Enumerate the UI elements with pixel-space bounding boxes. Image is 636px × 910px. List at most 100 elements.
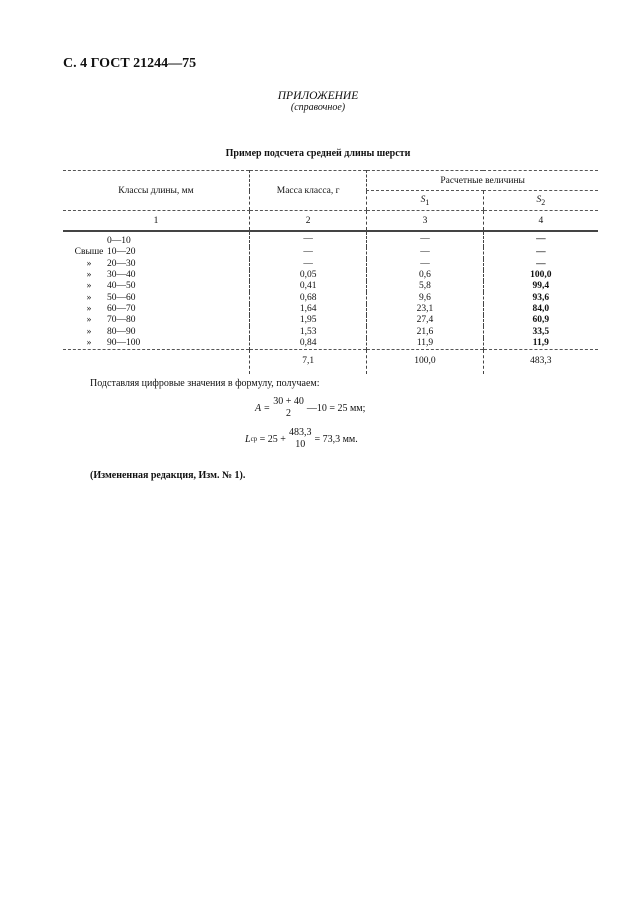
mass-cell: 0,05: [248, 269, 367, 282]
range: 20—30: [107, 258, 136, 269]
length-class-cell: » 20—30: [63, 259, 249, 270]
table-title: Пример подсчета средней длины шерсти: [225, 148, 411, 159]
table-header-row: Классы длины, мм Масса класса, г Расчетн…: [63, 170, 598, 211]
prefix: »: [86, 292, 92, 303]
s1-cell: 11,9: [366, 337, 484, 350]
s1-cell: 21,6: [366, 326, 484, 338]
mass-cell: 1,53: [248, 326, 367, 338]
prefix: »: [86, 258, 92, 269]
prefix: »: [86, 303, 92, 314]
table-row: 0—10 — — —: [63, 231, 598, 248]
length-class-cell: Свыше 10—20: [63, 247, 249, 258]
s2-subscript: 2: [541, 197, 546, 207]
length-class-cell: » 70—80: [63, 315, 249, 326]
mass-cell: 0,84: [248, 337, 367, 350]
totals-row: 7,1 100,0 483,3: [63, 349, 598, 374]
s1-cell: —: [366, 231, 484, 248]
length-class-cell: » 40—50: [63, 281, 249, 292]
header-length-class: Классы длины, мм: [63, 170, 250, 211]
intro-paragraph: Подставляя цифровые значения в формулу, …: [90, 378, 320, 389]
range: 30—40: [107, 270, 136, 281]
length-class-cell: » 80—90: [63, 326, 249, 337]
mass-cell: —: [248, 258, 367, 270]
prefix: »: [86, 281, 92, 292]
s2-cell: 100,0: [482, 269, 598, 282]
s1-symbol: S: [420, 194, 426, 205]
prefix: »: [86, 270, 92, 281]
s1-cell: 27,4: [366, 315, 484, 327]
length-class-cell: » 50—60: [63, 292, 249, 303]
prefix: »: [86, 315, 92, 326]
table-row: » 70—80 1,95 27,4 60,9: [63, 315, 598, 327]
range: 90—100: [107, 337, 141, 348]
appendix-subtitle: (справочное): [290, 102, 346, 113]
column-number-row: 1 2 3 4: [63, 210, 598, 231]
column-number: 4: [482, 210, 598, 231]
mass-cell: 0,68: [248, 292, 367, 304]
s1-subscript: 1: [425, 197, 430, 207]
header-s2: S2: [482, 190, 598, 211]
range: 0—10: [107, 236, 131, 247]
s1-cell: 5,8: [366, 281, 484, 293]
formula-l-lhs: L: [245, 433, 251, 445]
s2-cell: —: [482, 258, 598, 270]
mass-cell: —: [248, 231, 367, 248]
table-row: » 50—60 0,68 9,6 93,6: [63, 292, 598, 304]
range: 70—80: [107, 315, 136, 326]
total-s1: 100,0: [366, 349, 484, 374]
table-row: » 20—30 — — —: [63, 258, 598, 270]
s2-cell: 60,9: [482, 315, 598, 327]
table-row: Свыше 10—20 — — —: [63, 247, 598, 259]
s2-cell: 84,0: [482, 303, 598, 316]
table-row: » 90—100 0,84 11,9 11,9: [63, 337, 598, 350]
formula-a: A = 30 + 40 2 —10 = 25 мм;: [255, 396, 365, 420]
denominator: 2: [286, 408, 291, 419]
formula-l-eq: = 25 +: [259, 433, 286, 445]
formula-l-subscript: ср: [250, 435, 258, 443]
page-header: С. 4 ГОСТ 21244—75: [63, 56, 197, 71]
mass-cell: 1,64: [248, 303, 367, 316]
s2-cell: 11,9: [482, 337, 598, 350]
s2-cell: 33,5: [482, 326, 598, 338]
mass-cell: 1,95: [248, 315, 367, 327]
range: 80—90: [107, 326, 136, 337]
s2-cell: —: [482, 231, 598, 248]
length-class-cell: » 60—70: [63, 304, 249, 315]
s1-cell: —: [366, 258, 484, 270]
empty-cell: [63, 349, 249, 374]
s2-cell: 93,6: [482, 292, 598, 304]
s1-cell: 0,6: [366, 269, 484, 282]
s1-cell: 9,6: [366, 292, 484, 304]
s2-symbol: S: [536, 194, 542, 205]
s1-cell: —: [366, 247, 484, 259]
column-number: 3: [366, 210, 484, 231]
range: 50—60: [107, 292, 136, 303]
length-class-cell: » 90—100: [63, 338, 249, 350]
prefix: »: [86, 326, 92, 337]
denominator: 10: [295, 439, 306, 450]
total-mass: 7,1: [248, 349, 367, 374]
header-s1: S1: [366, 190, 484, 211]
table-row: » 30—40 0,05 0,6 100,0: [63, 269, 598, 282]
prefix: »: [86, 337, 92, 348]
column-number: 1: [153, 215, 159, 226]
amendment-note: (Измененная редакция, Изм. № 1).: [90, 470, 246, 481]
wool-length-table: Классы длины, мм Масса класса, г Расчетн…: [63, 170, 598, 374]
fraction: 30 + 40 2: [273, 396, 304, 420]
range: 60—70: [107, 303, 136, 314]
column-number: 2: [248, 210, 367, 231]
prefix: Свыше: [74, 247, 104, 258]
table-row: » 40—50 0,41 5,8 99,4: [63, 281, 598, 293]
numerator: 30 + 40: [273, 396, 304, 407]
fraction: 483,3 10: [289, 427, 312, 451]
numerator: 483,3: [288, 427, 312, 438]
length-class-cell: » 30—40: [63, 270, 249, 281]
range: 10—20: [107, 247, 136, 258]
total-s2: 483,3: [482, 349, 598, 374]
length-class-cell: 0—10: [63, 231, 249, 247]
table-row: » 60—70 1,64 23,1 84,0: [63, 303, 598, 316]
formula-a-lhs: A =: [255, 402, 271, 414]
formula-a-rest: —10 = 25 мм;: [306, 402, 366, 414]
formula-l-rest: = 73,3 мм.: [314, 433, 358, 445]
